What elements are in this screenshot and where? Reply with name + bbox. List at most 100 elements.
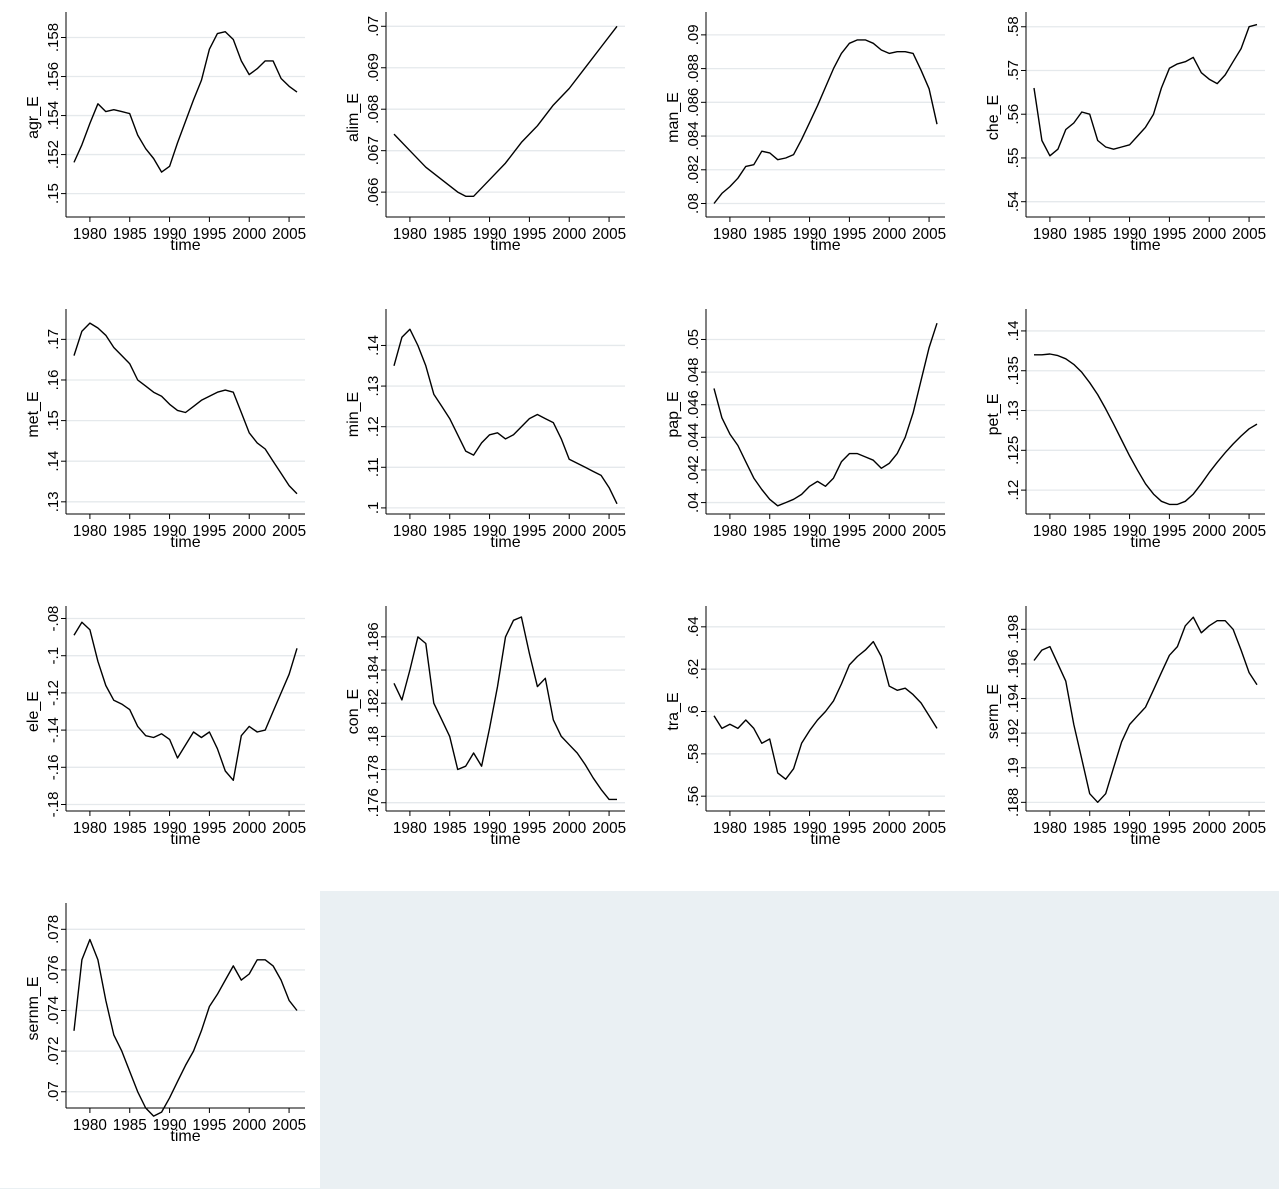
y-tick-label: .084: [685, 121, 702, 150]
x-tick-label: 1995: [192, 226, 226, 243]
y-tick-label: -.14: [45, 717, 62, 743]
y-tick-label: -.18: [45, 792, 62, 818]
x-tick-label: 1985: [433, 523, 467, 540]
y-tick-label: .086: [685, 88, 702, 117]
y-tick-label: .198: [1005, 615, 1022, 644]
y-tick-label: .125: [1005, 436, 1022, 465]
series-line-che_E: [1033, 23, 1258, 157]
x-tick-label: 1990: [153, 523, 187, 540]
x-tick-label: 1985: [113, 820, 147, 837]
x-tick-label: 2005: [912, 226, 946, 243]
chart-svg: .12 .125 .13 .135 .14 1980 1985 1990 1995 2000 200…: [985, 309, 1266, 551]
y-tick-label: .12: [365, 416, 382, 437]
y-axis-title: pap_E: [665, 391, 682, 437]
chart-svg: .13 .14 .15 .16 .17 1980 1985 1990 1995 2000 2005 t…: [25, 309, 306, 551]
x-tick-label: 2005: [912, 523, 946, 540]
series-line-tra_E: [713, 640, 938, 780]
x-tick-label: 1995: [192, 820, 226, 837]
x-tick-label: 1980: [73, 1117, 107, 1134]
x-tick-label: 1990: [473, 523, 507, 540]
x-tick-label: 1985: [433, 226, 467, 243]
x-tick-label: 1995: [832, 523, 866, 540]
y-tick-label: .13: [1005, 400, 1022, 421]
y-axis-title: ele_E: [25, 691, 42, 732]
chart-svg: .188 .19 .192 .194 .196 .198 1980 1985 1990 1995 2…: [985, 606, 1266, 848]
x-tick-label: 1990: [1113, 820, 1147, 837]
x-axis-title: time: [170, 237, 200, 254]
chart-svg: .066 .067 .068 .069 .07 1980 1985 1990 1995 2000 2…: [345, 12, 626, 254]
x-tick-label: 1985: [113, 1117, 147, 1134]
x-tick-label: 1980: [713, 523, 747, 540]
chart-panel-alim_E: .066 .067 .068 .069 .07 1980 1985 1990 1995 2000 2…: [320, 0, 640, 297]
y-tick-label: .067: [365, 136, 382, 165]
y-tick-label: .09: [685, 24, 702, 45]
y-tick-label: .074: [45, 996, 62, 1025]
x-tick-label: 1980: [713, 226, 747, 243]
x-tick-label: 1985: [753, 226, 787, 243]
x-axis-title: time: [490, 534, 520, 551]
x-tick-label: 2000: [232, 523, 266, 540]
y-tick-label: .11: [365, 457, 382, 477]
y-tick-label: .069: [365, 53, 382, 82]
x-tick-label: 1985: [1073, 523, 1107, 540]
y-tick-label: .158: [45, 23, 62, 52]
x-tick-label: 1990: [473, 226, 507, 243]
x-tick-label: 1995: [1152, 226, 1186, 243]
x-axis-title: time: [170, 534, 200, 551]
y-axis-title: con_E: [345, 689, 362, 734]
y-tick-label: -.12: [45, 680, 62, 706]
x-tick-label: 2005: [272, 820, 306, 837]
x-tick-label: 2000: [552, 523, 586, 540]
y-tick-label: .13: [365, 376, 382, 397]
chart-panel-min_E: .1 .11 .12 .13 .14 1980 1985 1990 1995 2000 2005 ti…: [320, 297, 640, 594]
x-tick-label: 1990: [1113, 523, 1147, 540]
y-axis-title: min_E: [345, 392, 362, 437]
y-tick-label: -.1: [45, 647, 62, 665]
chart-svg: .56 .58 .6 .62 .64 1980 1985 1990 1995 2000 2005 ti…: [665, 606, 946, 848]
y-tick-label: .046: [685, 390, 702, 419]
y-tick-label: .6: [685, 705, 702, 718]
chart-panel-pap_E: .04 .042 .044 .046 .048 .05 1980 1985 1990 1995 20…: [640, 297, 960, 594]
y-tick-label: .08: [685, 193, 702, 214]
y-tick-label: .55: [1005, 148, 1022, 169]
x-tick-label: 2000: [1192, 523, 1226, 540]
x-tick-label: 1980: [73, 523, 107, 540]
y-tick-label: .58: [685, 743, 702, 764]
x-axis-title: time: [490, 237, 520, 254]
x-tick-label: 1990: [153, 226, 187, 243]
chart-panel-met_E: .13 .14 .15 .16 .17 1980 1985 1990 1995 2000 2005 t…: [0, 297, 320, 594]
y-axis-title: serm_E: [985, 684, 1002, 739]
y-tick-label: .56: [685, 786, 702, 807]
x-axis-title: time: [490, 831, 520, 848]
x-tick-label: 1980: [73, 226, 107, 243]
y-tick-label: .14: [45, 451, 62, 472]
chart-svg: .04 .042 .044 .046 .048 .05 1980 1985 1990 1995 20…: [665, 309, 946, 551]
chart-svg: .54 .55 .56 .57 .58 1980 1985 1990 1995 2000 2005 t…: [985, 12, 1266, 254]
x-tick-label: 2005: [1232, 523, 1266, 540]
y-tick-label: .186: [365, 622, 382, 651]
y-tick-label: .088: [685, 54, 702, 83]
x-tick-label: 2000: [872, 226, 906, 243]
x-tick-label: 2000: [872, 820, 906, 837]
x-tick-label: 1990: [793, 523, 827, 540]
y-tick-label: .184: [365, 655, 382, 684]
x-tick-label: 1990: [793, 820, 827, 837]
x-tick-label: 2005: [592, 523, 626, 540]
x-tick-label: 1980: [1033, 820, 1067, 837]
y-tick-label: .196: [1005, 649, 1022, 678]
y-tick-label: .16: [45, 370, 62, 391]
x-tick-label: 1985: [1073, 226, 1107, 243]
y-tick-label: -.08: [45, 606, 62, 632]
chart-panel-pet_E: .12 .125 .13 .135 .14 1980 1985 1990 1995 2000 200…: [960, 297, 1279, 594]
x-tick-label: 2000: [1192, 226, 1226, 243]
x-tick-label: 2000: [1192, 820, 1226, 837]
y-tick-label: .182: [365, 689, 382, 718]
x-tick-label: 1980: [393, 226, 427, 243]
x-tick-label: 1995: [832, 820, 866, 837]
series-line-pap_E: [713, 322, 938, 507]
y-tick-label: .04: [685, 492, 702, 513]
y-axis-title: pet_E: [985, 394, 1002, 436]
y-tick-label: .07: [365, 16, 382, 37]
x-tick-label: 1995: [1152, 820, 1186, 837]
x-tick-label: 2005: [272, 523, 306, 540]
